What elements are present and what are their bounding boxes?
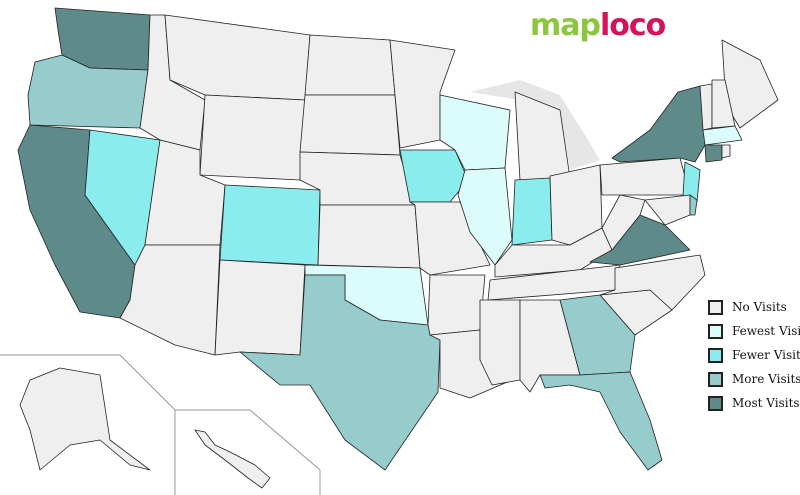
state-ia[interactable] — [399, 149, 469, 203]
state-nd[interactable] — [304, 34, 396, 96]
state-hi[interactable] — [194, 429, 271, 489]
legend-swatch — [708, 371, 723, 387]
state-ct[interactable] — [704, 144, 723, 163]
legend-label: No Visits — [732, 300, 787, 314]
logo-part2: loco — [599, 8, 666, 43]
legend-item-most-visits: Most Visits — [708, 391, 800, 415]
legend-swatch — [708, 299, 723, 315]
state-de[interactable] — [689, 194, 698, 216]
state-mt[interactable] — [164, 14, 311, 101]
great-lakes — [470, 80, 600, 170]
legend-label: More Visits — [732, 372, 800, 386]
legend-item-no-visits: No Visits — [708, 295, 800, 319]
state-co[interactable] — [219, 184, 321, 266]
state-ak[interactable] — [19, 367, 151, 471]
state-ny[interactable] — [611, 85, 706, 163]
state-pa[interactable] — [599, 157, 691, 196]
state-wy[interactable] — [199, 94, 306, 181]
legend-swatch — [708, 347, 723, 363]
legend-swatch — [708, 395, 723, 411]
legend-item-fewer-visits: Fewer Visits — [708, 343, 800, 367]
state-fl[interactable] — [539, 371, 663, 471]
state-wv[interactable] — [601, 194, 646, 251]
state-ar[interactable] — [427, 274, 486, 336]
state-nc[interactable] — [599, 254, 706, 311]
lake-shape — [470, 80, 600, 170]
state-nm[interactable] — [214, 259, 306, 356]
legend-label: Most Visits — [732, 396, 800, 410]
maploco-logo: maploco — [530, 8, 666, 43]
legend-item-fewest-visits: Fewest Visits — [708, 319, 800, 343]
legend-label: Fewest Visits — [732, 324, 800, 338]
state-in[interactable] — [511, 177, 553, 246]
hawaii-inset-frame — [175, 409, 321, 495]
state-ga[interactable] — [559, 294, 636, 376]
inset-frames — [0, 354, 321, 495]
legend-swatch — [708, 323, 723, 339]
state-ri[interactable] — [721, 144, 731, 159]
state-ma[interactable] — [702, 125, 743, 146]
legend: No Visits Fewest Visits Fewer Visits Mor… — [708, 295, 800, 415]
legend-item-more-visits: More Visits — [708, 367, 800, 391]
state-sd[interactable] — [299, 94, 401, 156]
alaska-inset-frame — [0, 354, 176, 495]
state-ms[interactable] — [479, 299, 521, 386]
logo-part1: map — [530, 8, 601, 43]
state-az[interactable] — [119, 244, 221, 356]
state-tx[interactable] — [239, 274, 441, 471]
legend-label: Fewer Visits — [732, 348, 800, 362]
state-ks[interactable] — [317, 204, 421, 269]
